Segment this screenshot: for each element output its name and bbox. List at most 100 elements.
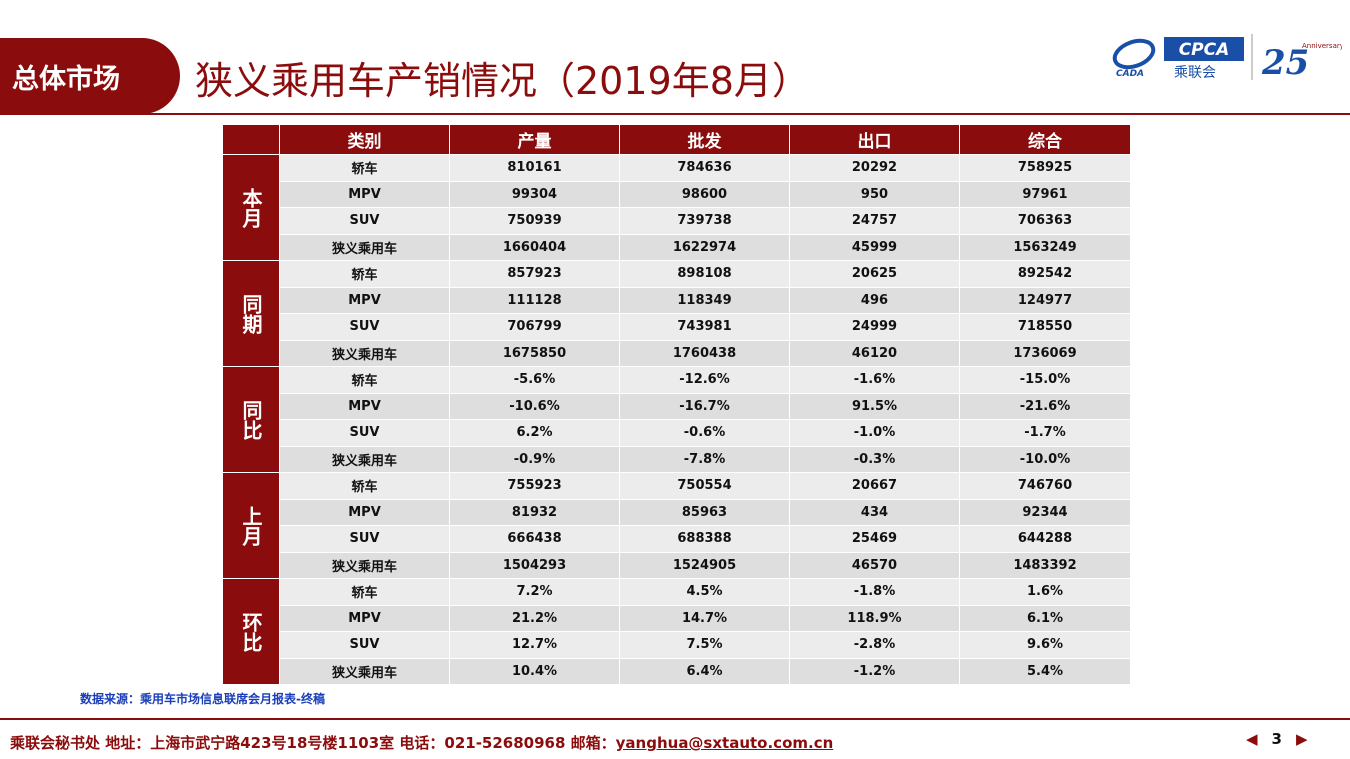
table-row: 狭义乘用车 1675850 1760438 46120 1736069 bbox=[223, 339, 1131, 367]
table-cell: 85963 bbox=[619, 498, 790, 526]
table-cell: 20625 bbox=[789, 260, 960, 288]
table-cell: 118349 bbox=[619, 286, 790, 314]
row-category: 狭义乘用车 bbox=[279, 657, 450, 685]
table-cell: 496 bbox=[789, 286, 960, 314]
table-cell: 950 bbox=[789, 180, 960, 208]
table-row: 狭义乘用车 1660404 1622974 45999 1563249 bbox=[223, 233, 1131, 261]
table-cell: 743981 bbox=[619, 313, 790, 341]
table-cell: 750939 bbox=[449, 207, 620, 235]
footer-contact: 乘联会秘书处 地址：上海市武宁路423号18号楼1103室 电话：021-526… bbox=[10, 732, 833, 753]
table-cell: 46120 bbox=[789, 339, 960, 367]
table-row: SUV 706799 743981 24999 718550 bbox=[223, 313, 1131, 341]
table-header-row: 类别 产量 批发 出口 综合 bbox=[222, 124, 1131, 155]
table-row: 上月 轿车 755923 750554 20667 746760 bbox=[222, 472, 1131, 579]
table-cell: 92344 bbox=[959, 498, 1131, 526]
table-cell: 81932 bbox=[449, 498, 620, 526]
table-cell: 45999 bbox=[789, 233, 960, 261]
cpca-logo-cn: 乘联会 bbox=[1174, 65, 1216, 81]
table-cell: 9.6% bbox=[959, 631, 1131, 659]
row-category: MPV bbox=[279, 604, 450, 632]
cada-logo-text: CADA bbox=[1116, 69, 1144, 79]
table-cell: 666438 bbox=[449, 525, 620, 553]
table-cell: 755923 bbox=[449, 472, 620, 500]
table-cell: 6.4% bbox=[619, 657, 790, 685]
row-category: 狭义乘用车 bbox=[279, 551, 450, 579]
table-cell: 111128 bbox=[449, 286, 620, 314]
table-cell: -1.2% bbox=[789, 657, 960, 685]
header-combined: 综合 bbox=[959, 124, 1131, 155]
table-cell: -0.9% bbox=[449, 445, 620, 473]
table-cell: 14.7% bbox=[619, 604, 790, 632]
table-row: MPV 99304 98600 950 97961 bbox=[223, 180, 1131, 208]
header-category: 类别 bbox=[279, 124, 450, 155]
page-number: 3 bbox=[1271, 730, 1282, 748]
table-cell: -2.8% bbox=[789, 631, 960, 659]
group-label: 同比 bbox=[222, 366, 280, 473]
row-category: 轿车 bbox=[279, 154, 450, 182]
table-cell: 5.4% bbox=[959, 657, 1131, 685]
table-cell: -0.6% bbox=[619, 419, 790, 447]
data-source-note: 数据来源：乘用车市场信息联席会月报表-终稿 bbox=[80, 692, 325, 706]
row-category: MPV bbox=[279, 392, 450, 420]
table-cell: 7.2% bbox=[449, 578, 620, 606]
table-cell: 24757 bbox=[789, 207, 960, 235]
sales-table: 类别 产量 批发 出口 综合 本月 轿车 810161 784636 20292 7589… bbox=[222, 124, 1131, 685]
table-row: SUV 6.2% -0.6% -1.0% -1.7% bbox=[223, 419, 1131, 447]
table-cell: -12.6% bbox=[619, 366, 790, 394]
table-cell: 25469 bbox=[789, 525, 960, 553]
table-cell: 20667 bbox=[789, 472, 960, 500]
footer-email-link[interactable]: yanghua@sxtauto.com.cn bbox=[615, 734, 834, 752]
group-label: 同期 bbox=[222, 260, 280, 367]
table-cell: 1504293 bbox=[449, 551, 620, 579]
table-row: 狭义乘用车 1504293 1524905 46570 1483392 bbox=[223, 551, 1131, 579]
row-category: 狭义乘用车 bbox=[279, 233, 450, 261]
table-cell: -1.6% bbox=[789, 366, 960, 394]
table-body: 本月 轿车 810161 784636 20292 758925 MPV 99304 98600… bbox=[222, 154, 1131, 685]
table-cell: 644288 bbox=[959, 525, 1131, 553]
table-cell: 99304 bbox=[449, 180, 620, 208]
table-row: 本月 轿车 810161 784636 20292 758925 bbox=[222, 154, 1131, 261]
table-cell: 892542 bbox=[959, 260, 1131, 288]
table-cell: 1.6% bbox=[959, 578, 1131, 606]
table-cell: 1483392 bbox=[959, 551, 1131, 579]
page-title: 狭义乘用车产销情况（2019年8月） bbox=[195, 59, 810, 103]
table-cell: 97961 bbox=[959, 180, 1131, 208]
table-cell: -21.6% bbox=[959, 392, 1131, 420]
table-row: SUV 666438 688388 25469 644288 bbox=[223, 525, 1131, 553]
table-cell: -1.7% bbox=[959, 419, 1131, 447]
header-wholesale: 批发 bbox=[619, 124, 790, 155]
row-category: 轿车 bbox=[279, 578, 450, 606]
table-cell: 718550 bbox=[959, 313, 1131, 341]
row-category: MPV bbox=[279, 498, 450, 526]
next-page-button[interactable]: ▶ bbox=[1295, 730, 1308, 748]
row-category: SUV bbox=[279, 207, 450, 235]
table-cell: 124977 bbox=[959, 286, 1131, 314]
footer-text: 乘联会秘书处 地址：上海市武宁路423号18号楼1103室 电话：021-526… bbox=[10, 734, 616, 752]
table-cell: 21.2% bbox=[449, 604, 620, 632]
table-cell: -1.0% bbox=[789, 419, 960, 447]
row-category: MPV bbox=[279, 180, 450, 208]
row-category: 轿车 bbox=[279, 260, 450, 288]
table-cell: 1675850 bbox=[449, 339, 620, 367]
table-row: 同比 轿车 -5.6% -12.6% -1.6% -15.0% bbox=[222, 366, 1131, 473]
table-cell: 6.2% bbox=[449, 419, 620, 447]
cpca-logo-icon: CADA CPCA 乘联会 25 Anniversary bbox=[1112, 34, 1344, 83]
footer-divider bbox=[0, 718, 1350, 720]
table-cell: 1736069 bbox=[959, 339, 1131, 367]
table-cell: 10.4% bbox=[449, 657, 620, 685]
table-cell: 739738 bbox=[619, 207, 790, 235]
table-cell: 898108 bbox=[619, 260, 790, 288]
group-label: 环比 bbox=[222, 578, 280, 685]
row-category: 狭义乘用车 bbox=[279, 339, 450, 367]
header-production: 产量 bbox=[449, 124, 620, 155]
header-divider bbox=[0, 113, 1350, 115]
group-label: 上月 bbox=[222, 472, 280, 579]
header-corner bbox=[222, 124, 280, 155]
prev-page-button[interactable]: ◀ bbox=[1246, 730, 1258, 748]
table-cell: 758925 bbox=[959, 154, 1131, 182]
table-cell: -5.6% bbox=[449, 366, 620, 394]
logo-group: CADA CPCA 乘联会 25 Anniversary bbox=[1112, 32, 1344, 83]
table-row: MPV 111128 118349 496 124977 bbox=[223, 286, 1131, 314]
row-category: SUV bbox=[279, 525, 450, 553]
table-cell: -16.7% bbox=[619, 392, 790, 420]
